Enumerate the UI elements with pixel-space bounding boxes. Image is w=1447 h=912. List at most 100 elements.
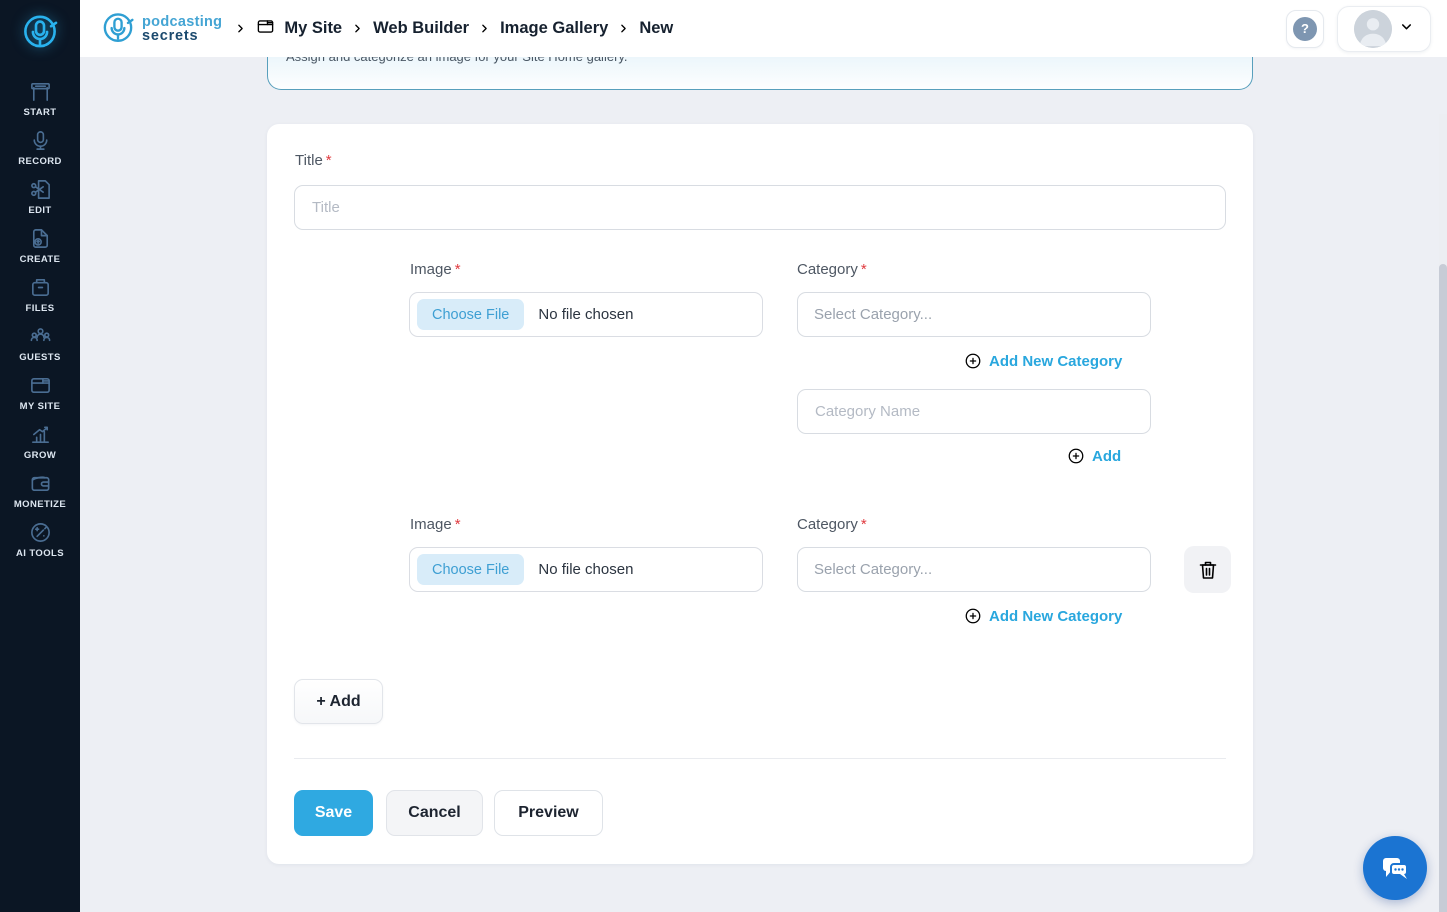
chevron-right-icon bbox=[617, 22, 630, 35]
category-select[interactable]: Select Category... bbox=[797, 292, 1151, 337]
sidebar-item-label: GUESTS bbox=[19, 352, 61, 363]
info-banner: Assign and categorize an image for your … bbox=[267, 57, 1253, 90]
plus-circle-icon bbox=[965, 608, 981, 624]
microphone-icon bbox=[32, 131, 48, 150]
required-asterisk: * bbox=[454, 261, 461, 278]
sidebar-item-my-site[interactable]: MY SITE bbox=[0, 374, 80, 412]
chevron-right-icon bbox=[234, 22, 247, 35]
required-asterisk: * bbox=[325, 152, 332, 169]
brand-wordmark: podcasting secrets bbox=[142, 13, 223, 44]
file-status-text: No file chosen bbox=[538, 561, 634, 578]
delete-row-button[interactable] bbox=[1184, 546, 1231, 593]
title-label: Title * bbox=[295, 152, 332, 169]
title-input[interactable] bbox=[294, 185, 1226, 230]
breadcrumb-image-gallery[interactable]: Image Gallery bbox=[500, 19, 609, 37]
sidebar-item-guests[interactable]: GUESTS bbox=[0, 325, 80, 363]
trash-icon bbox=[1199, 561, 1216, 579]
sidebar-item-record[interactable]: RECORD bbox=[0, 129, 80, 167]
plus-circle-icon bbox=[1068, 448, 1084, 464]
sidebar-item-grow[interactable]: GROW bbox=[0, 423, 80, 461]
sidebar-item-start[interactable]: START bbox=[0, 80, 80, 118]
required-asterisk: * bbox=[454, 516, 461, 533]
category-select-placeholder: Select Category... bbox=[814, 306, 933, 323]
add-new-category-link[interactable]: Add New Category bbox=[964, 352, 1122, 370]
sidebar-item-label: RECORD bbox=[18, 156, 62, 167]
growth-chart-icon bbox=[31, 426, 49, 443]
sidebar-item-label: MY SITE bbox=[19, 401, 61, 412]
info-banner-text: Assign and categorize an image for your … bbox=[268, 57, 1252, 64]
sidebar-item-create[interactable]: CREATE bbox=[0, 227, 80, 265]
sidebar-item-label: FILES bbox=[25, 303, 55, 314]
chat-widget-button[interactable] bbox=[1363, 836, 1427, 900]
sidebar: START RECORD EDIT CREATE FILES GUESTS bbox=[0, 0, 80, 912]
chevron-right-icon bbox=[478, 22, 491, 35]
category-select-placeholder: Select Category... bbox=[814, 561, 933, 578]
image-label: Image * bbox=[410, 261, 461, 278]
required-asterisk: * bbox=[860, 516, 867, 533]
breadcrumb-web-builder[interactable]: Web Builder bbox=[373, 19, 470, 37]
breadcrumb-new: New bbox=[639, 19, 674, 37]
help-button[interactable]: ? bbox=[1286, 9, 1324, 48]
breadcrumb-my-site[interactable]: My Site bbox=[284, 19, 343, 37]
category-label: Category * bbox=[797, 261, 867, 278]
files-drawer-icon bbox=[31, 279, 49, 296]
magic-wand-icon bbox=[30, 523, 50, 542]
chat-bubbles-icon bbox=[1383, 858, 1408, 879]
category-name-input[interactable] bbox=[797, 389, 1151, 434]
header-actions: ? bbox=[1286, 5, 1447, 52]
question-mark-icon: ? bbox=[1293, 16, 1317, 41]
add-category-link[interactable]: Add bbox=[1067, 447, 1121, 465]
sidebar-item-label: EDIT bbox=[28, 205, 52, 216]
preview-button[interactable]: Preview bbox=[494, 790, 603, 836]
app-logo-mark[interactable] bbox=[0, 0, 80, 66]
sidebar-item-label: AI TOOLS bbox=[16, 548, 64, 559]
microphone-logo-icon bbox=[24, 15, 58, 48]
site-window-icon bbox=[256, 17, 275, 41]
sidebar-item-label: START bbox=[23, 107, 57, 118]
sidebar-item-label: CREATE bbox=[19, 254, 61, 265]
scissors-document-icon bbox=[30, 180, 50, 199]
browser-window-icon bbox=[30, 377, 50, 394]
required-asterisk: * bbox=[860, 261, 867, 278]
guests-people-icon bbox=[30, 328, 50, 342]
image-label: Image * bbox=[410, 516, 461, 533]
save-button[interactable]: Save bbox=[294, 790, 373, 836]
sidebar-item-ai-tools[interactable]: AI TOOLS bbox=[0, 521, 80, 559]
choose-file-button[interactable]: Choose File bbox=[417, 299, 525, 330]
sidebar-item-label: GROW bbox=[23, 450, 57, 461]
brand-line-2: secrets bbox=[142, 27, 199, 44]
chevron-down-icon bbox=[1399, 19, 1414, 39]
file-status-text: No file chosen bbox=[538, 306, 634, 323]
image-file-input[interactable]: Choose File No file chosen bbox=[409, 292, 763, 337]
add-new-category-link[interactable]: Add New Category bbox=[964, 607, 1122, 625]
brand-line-1: podcasting bbox=[142, 13, 223, 30]
plus-circle-icon bbox=[965, 353, 981, 369]
image-file-input[interactable]: Choose File No file chosen bbox=[409, 547, 763, 592]
create-document-icon bbox=[32, 229, 48, 248]
start-icon bbox=[30, 83, 50, 101]
add-image-row-button[interactable]: + Add bbox=[294, 679, 383, 724]
brand-logo[interactable]: podcasting secrets bbox=[100, 11, 222, 47]
header: podcasting secrets My Site Web Builder I… bbox=[80, 0, 1447, 57]
breadcrumb: My Site Web Builder Image Gallery New bbox=[234, 17, 673, 41]
cancel-button[interactable]: Cancel bbox=[386, 790, 483, 836]
sidebar-item-label: MONETIZE bbox=[13, 499, 67, 510]
sidebar-item-monetize[interactable]: MONETIZE bbox=[0, 472, 80, 510]
microphone-logo-icon bbox=[103, 12, 134, 42]
main-content: Assign and categorize an image for your … bbox=[80, 57, 1447, 912]
category-select[interactable]: Select Category... bbox=[797, 547, 1151, 592]
sidebar-item-files[interactable]: FILES bbox=[0, 276, 80, 314]
divider bbox=[294, 758, 1226, 759]
form-card: Title* Image* Choose File No file chosen… bbox=[267, 124, 1253, 864]
vertical-scrollbar[interactable] bbox=[1439, 114, 1447, 912]
wallet-icon bbox=[31, 476, 49, 492]
sidebar-nav: START RECORD EDIT CREATE FILES GUESTS bbox=[0, 80, 80, 559]
choose-file-button[interactable]: Choose File bbox=[417, 554, 525, 585]
avatar bbox=[1354, 9, 1392, 48]
sidebar-item-edit[interactable]: EDIT bbox=[0, 178, 80, 216]
category-label: Category * bbox=[797, 516, 867, 533]
chevron-right-icon bbox=[351, 22, 364, 35]
user-menu[interactable] bbox=[1337, 5, 1431, 52]
scrollbar-thumb[interactable] bbox=[1439, 264, 1447, 912]
